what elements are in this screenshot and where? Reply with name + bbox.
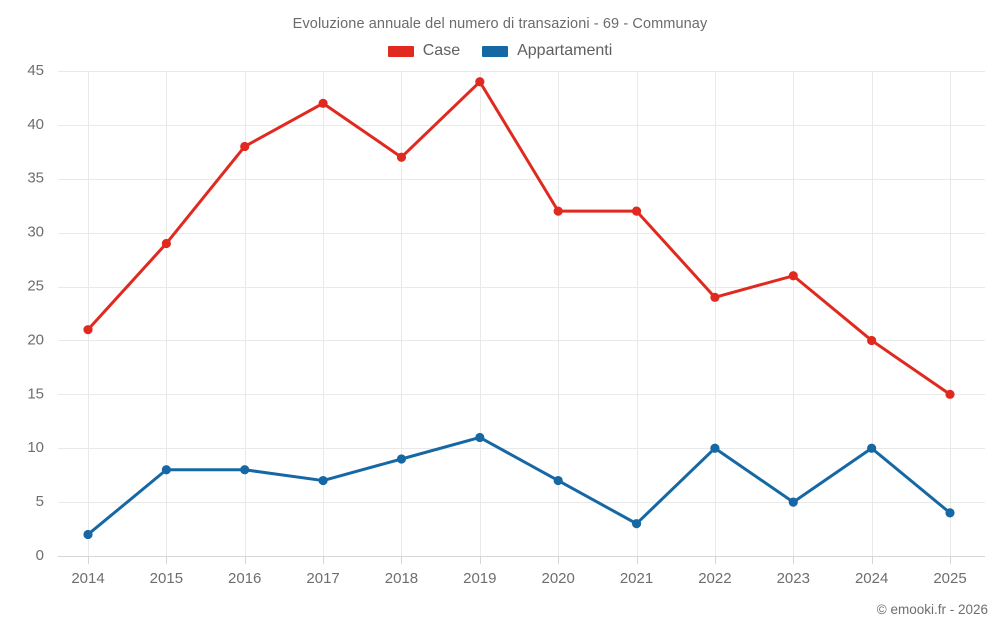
data-point[interactable] xyxy=(318,475,328,486)
y-axis-tick-label: 25 xyxy=(27,278,44,295)
data-point[interactable] xyxy=(318,98,328,108)
y-axis-tick-label: 10 xyxy=(27,439,44,456)
data-point[interactable] xyxy=(475,77,485,87)
data-point[interactable] xyxy=(945,508,955,518)
data-point[interactable] xyxy=(240,465,250,475)
x-axis-tick-label: 2015 xyxy=(150,570,183,587)
data-point[interactable] xyxy=(945,389,955,399)
y-axis-tick-label: 30 xyxy=(27,224,44,241)
x-axis-tick-label: 2025 xyxy=(933,570,966,587)
legend-label-case: Case xyxy=(422,42,461,59)
legend-swatch-case xyxy=(387,45,414,57)
data-point[interactable] xyxy=(396,454,407,464)
x-axis-tick-label: 2017 xyxy=(306,570,339,587)
x-axis-tick-label: 2016 xyxy=(228,570,261,587)
data-point[interactable] xyxy=(631,206,642,216)
x-axis-tick-label: 2020 xyxy=(541,570,574,587)
y-axis-tick-label: 40 xyxy=(27,116,44,133)
x-axis-tick-label: 2018 xyxy=(385,570,418,587)
chart-title: Evoluzione annuale del numero di transaz… xyxy=(292,16,708,32)
copyright-credit: © emooki.fr - 2026 xyxy=(876,602,988,617)
legend-swatch-appartamenti xyxy=(482,45,509,57)
x-axis-tick-label: 2019 xyxy=(463,570,496,587)
legend-item-case[interactable]: Case xyxy=(387,42,461,60)
data-point[interactable] xyxy=(161,238,171,249)
data-point[interactable] xyxy=(710,292,720,302)
legend-label-appartamenti: Appartamenti xyxy=(517,42,613,59)
x-axis-tick-label: 2024 xyxy=(855,570,888,587)
data-point[interactable] xyxy=(553,206,563,216)
y-axis-tick-label: 0 xyxy=(36,547,44,564)
data-point[interactable] xyxy=(475,432,485,443)
data-point[interactable] xyxy=(83,325,93,335)
data-point[interactable] xyxy=(396,152,407,162)
data-point[interactable] xyxy=(867,335,877,346)
x-axis-tick-label: 2014 xyxy=(71,570,104,587)
legend-item-appartamenti[interactable]: Appartamenti xyxy=(482,42,612,60)
series-line-appartamenti xyxy=(86,435,952,536)
y-axis-tick-label: 20 xyxy=(27,331,44,348)
chart-legend: Case Appartamenti xyxy=(0,42,1000,60)
data-point[interactable] xyxy=(631,519,642,529)
series-line-case xyxy=(86,80,952,396)
y-axis-tick-label: 5 xyxy=(36,493,44,510)
data-point[interactable] xyxy=(553,475,563,486)
x-axis-tick-label: 2022 xyxy=(698,570,731,587)
data-point[interactable] xyxy=(710,443,720,453)
x-axis-tick-label: 2023 xyxy=(777,570,810,587)
y-axis-tick-label: 15 xyxy=(27,385,44,402)
data-point[interactable] xyxy=(867,443,877,453)
y-axis-tick-label: 35 xyxy=(27,170,44,187)
data-point[interactable] xyxy=(240,141,250,152)
data-point[interactable] xyxy=(161,465,171,475)
data-point[interactable] xyxy=(788,497,798,507)
data-point[interactable] xyxy=(83,529,93,540)
x-axis-tick-label: 2021 xyxy=(620,570,653,587)
y-axis-tick-label: 45 xyxy=(27,62,44,79)
data-point[interactable] xyxy=(788,271,798,281)
